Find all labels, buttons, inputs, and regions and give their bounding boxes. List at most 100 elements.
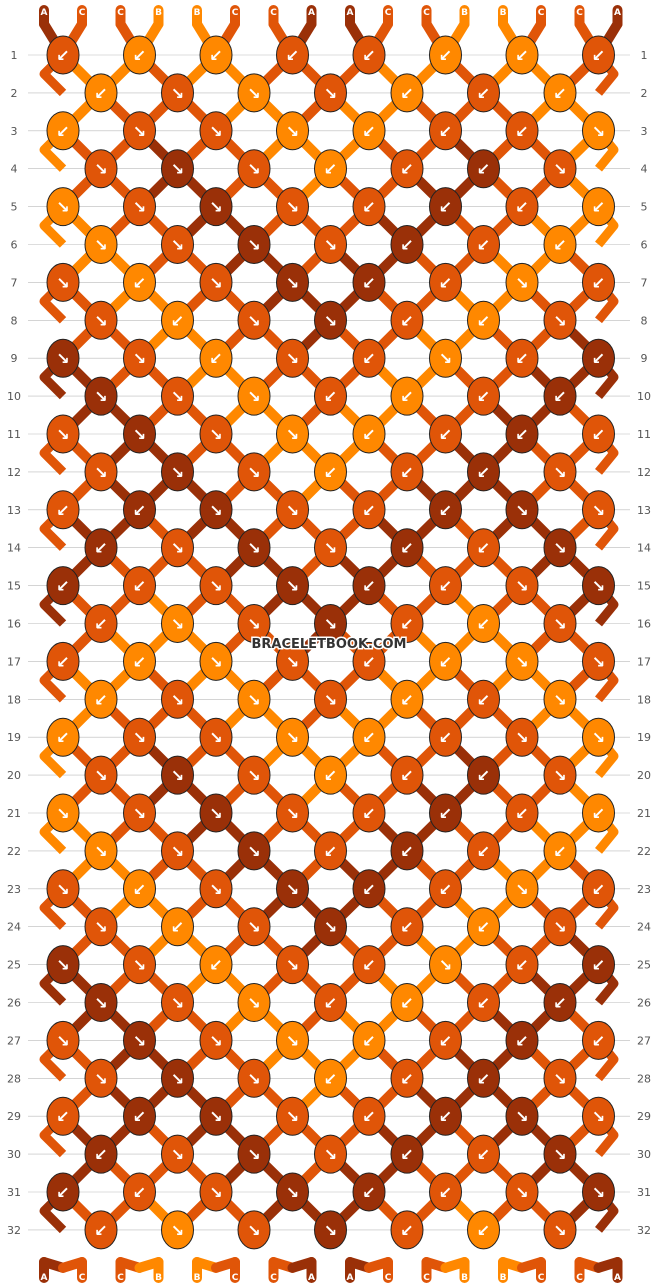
knot: ↘ [543, 149, 577, 189]
knot: ↙ [390, 1210, 424, 1250]
knot-arrow-icon: ↙ [592, 804, 605, 823]
row-label-left: 3 [11, 125, 18, 138]
knot-arrow-icon: ↘ [171, 842, 184, 861]
knot: ↘ [161, 149, 194, 189]
knot-arrow-icon: ↙ [439, 880, 452, 899]
knot-shape [505, 1172, 539, 1212]
knot: ↙ [543, 831, 577, 871]
knot: ↙ [467, 831, 500, 871]
knot-arrow-icon: ↘ [171, 236, 184, 255]
knot: ↘ [582, 717, 615, 757]
knot-shape [582, 566, 615, 606]
row-label-right: 15 [637, 580, 651, 593]
row-label-right: 20 [637, 769, 651, 782]
knot-arrow-icon: ↙ [477, 387, 490, 406]
knot-arrow-icon: ↘ [247, 615, 260, 634]
knot-arrow-icon: ↙ [286, 46, 299, 65]
knot-arrow-icon: ↘ [94, 918, 107, 937]
row-label-right: 2 [641, 87, 648, 100]
knot-arrow-icon: ↙ [515, 804, 528, 823]
knot-arrow-icon: ↙ [56, 46, 69, 65]
knot-arrow-icon: ↙ [592, 1031, 605, 1050]
strand-label: C [423, 8, 430, 18]
knot: ↘ [199, 414, 233, 454]
knot-shape [390, 679, 424, 719]
row-label-left: 2 [11, 87, 18, 100]
knot: ↙ [352, 945, 386, 985]
row-label-left: 9 [11, 352, 18, 365]
knot-shape [314, 907, 347, 947]
knot-shape [390, 604, 424, 643]
knot-arrow-icon: ↙ [592, 198, 605, 217]
knot-arrow-icon: ↙ [400, 463, 413, 482]
knot-shape [505, 262, 539, 302]
knot-shape [237, 1058, 271, 1098]
knot: ↘ [123, 187, 156, 227]
knot: ↘ [161, 1058, 194, 1098]
knot-shape [505, 187, 539, 227]
knot-shape [582, 945, 615, 985]
knot-shape [199, 414, 233, 454]
watermark-text: BRACELETBOOK.COM [252, 637, 407, 652]
row-label-right: 21 [637, 807, 651, 820]
knot-arrow-icon: ↙ [553, 387, 566, 406]
row-label-right: 4 [641, 163, 648, 176]
knot: ↘ [543, 1058, 577, 1098]
knot-arrow-icon: ↘ [286, 880, 299, 899]
knot-shape [543, 604, 577, 643]
row-label-right: 16 [637, 618, 651, 631]
knot-shape [543, 831, 577, 871]
knot: ↙ [84, 679, 118, 719]
knot-shape [390, 907, 424, 947]
knot-shape [467, 376, 500, 416]
knot-shape [505, 338, 539, 378]
knot: ↘ [505, 262, 539, 302]
strand-label: A [347, 8, 354, 18]
knot: ↘ [161, 983, 194, 1022]
knot: ↘ [276, 262, 309, 302]
knot-arrow-icon: ↘ [209, 501, 222, 520]
knot: ↙ [84, 528, 118, 568]
knot: ↘ [276, 1096, 309, 1136]
knot: ↘ [161, 755, 194, 795]
strand-connector [440, 1257, 470, 1273]
knot-arrow-icon: ↘ [94, 236, 107, 255]
knot-shape [46, 187, 80, 227]
knot-arrow-icon: ↘ [56, 425, 69, 444]
row-number-labels: 1234567891011121314151617181920212223242… [7, 49, 651, 1237]
row-label-right: 18 [637, 693, 651, 706]
knot: ↙ [352, 566, 386, 606]
knot: ↘ [161, 376, 194, 416]
knot-arrow-icon: ↘ [286, 501, 299, 520]
knot: ↙ [429, 35, 462, 75]
knot-shape [505, 35, 539, 75]
strand-label: A [41, 8, 48, 18]
knot: ↘ [237, 907, 271, 947]
knot: ↙ [352, 717, 386, 757]
knot: ↙ [352, 414, 386, 454]
knot: ↘ [46, 869, 80, 909]
knot-arrow-icon: ↘ [515, 728, 528, 747]
row-label-right: 22 [637, 845, 651, 858]
strand-label: C [270, 8, 277, 18]
knot-arrow-icon: ↙ [362, 501, 375, 520]
knot-shape [352, 1172, 386, 1212]
knot-arrow-icon: ↙ [515, 425, 528, 444]
knot-arrow-icon: ↘ [247, 160, 260, 179]
knot: ↘ [84, 149, 118, 189]
knot: ↘ [237, 73, 271, 113]
knot-shape [237, 225, 271, 264]
knot-arrow-icon: ↙ [400, 766, 413, 785]
strand-label: C [270, 1273, 277, 1283]
knot: ↘ [161, 1134, 194, 1174]
knot-arrow-icon: ↘ [324, 84, 337, 103]
knot: ↘ [237, 604, 271, 643]
strand-label: B [500, 1273, 507, 1283]
knot-arrow-icon: ↙ [362, 1107, 375, 1126]
knot: ↘ [237, 1134, 271, 1174]
knot-shape [161, 149, 194, 189]
knot: ↘ [199, 490, 233, 530]
knot-shape [582, 187, 615, 227]
knot: ↙ [505, 338, 539, 378]
knot-shape [352, 111, 386, 151]
